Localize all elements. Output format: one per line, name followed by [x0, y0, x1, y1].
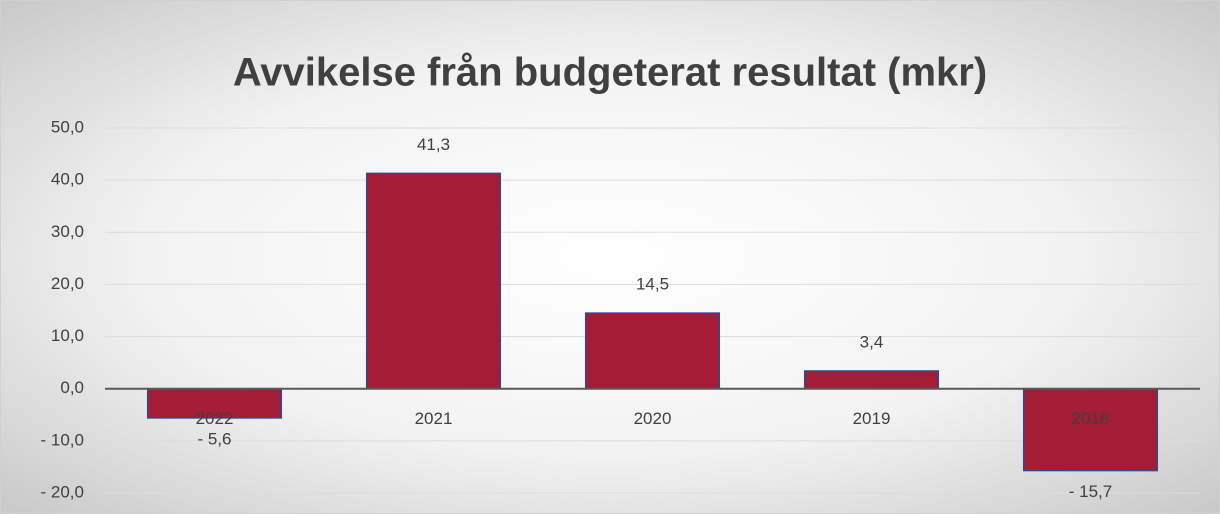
x-tick-label: 2020 [634, 409, 672, 428]
data-label: - 5,6 [197, 429, 231, 448]
bar [1022, 387, 1159, 472]
bar [365, 172, 502, 390]
x-tick-label: 2018 [1072, 409, 1110, 428]
data-label: 41,3 [417, 135, 450, 154]
bar [146, 387, 283, 419]
bar [584, 312, 721, 390]
y-tick-label: 0,0 [60, 378, 84, 397]
y-tick-label: - 10,0 [41, 430, 84, 449]
y-tick-label: 50,0 [51, 117, 84, 136]
data-label: 3,4 [860, 332, 884, 351]
y-tick-label: 30,0 [51, 222, 84, 241]
x-tick-label: 2022 [196, 409, 234, 428]
y-tick-label: 10,0 [51, 326, 84, 345]
y-tick-label: 40,0 [51, 170, 84, 189]
x-tick-label: 2019 [853, 409, 891, 428]
x-tick-label: 2021 [415, 409, 453, 428]
data-label: - 15,7 [1069, 482, 1112, 501]
data-label: 14,5 [636, 275, 669, 294]
y-tick-label: 20,0 [51, 274, 84, 293]
y-tick-label: - 20,0 [41, 482, 84, 501]
bar [803, 370, 940, 390]
chart-title: Avvikelse från budgeterat resultat (mkr) [233, 51, 987, 95]
